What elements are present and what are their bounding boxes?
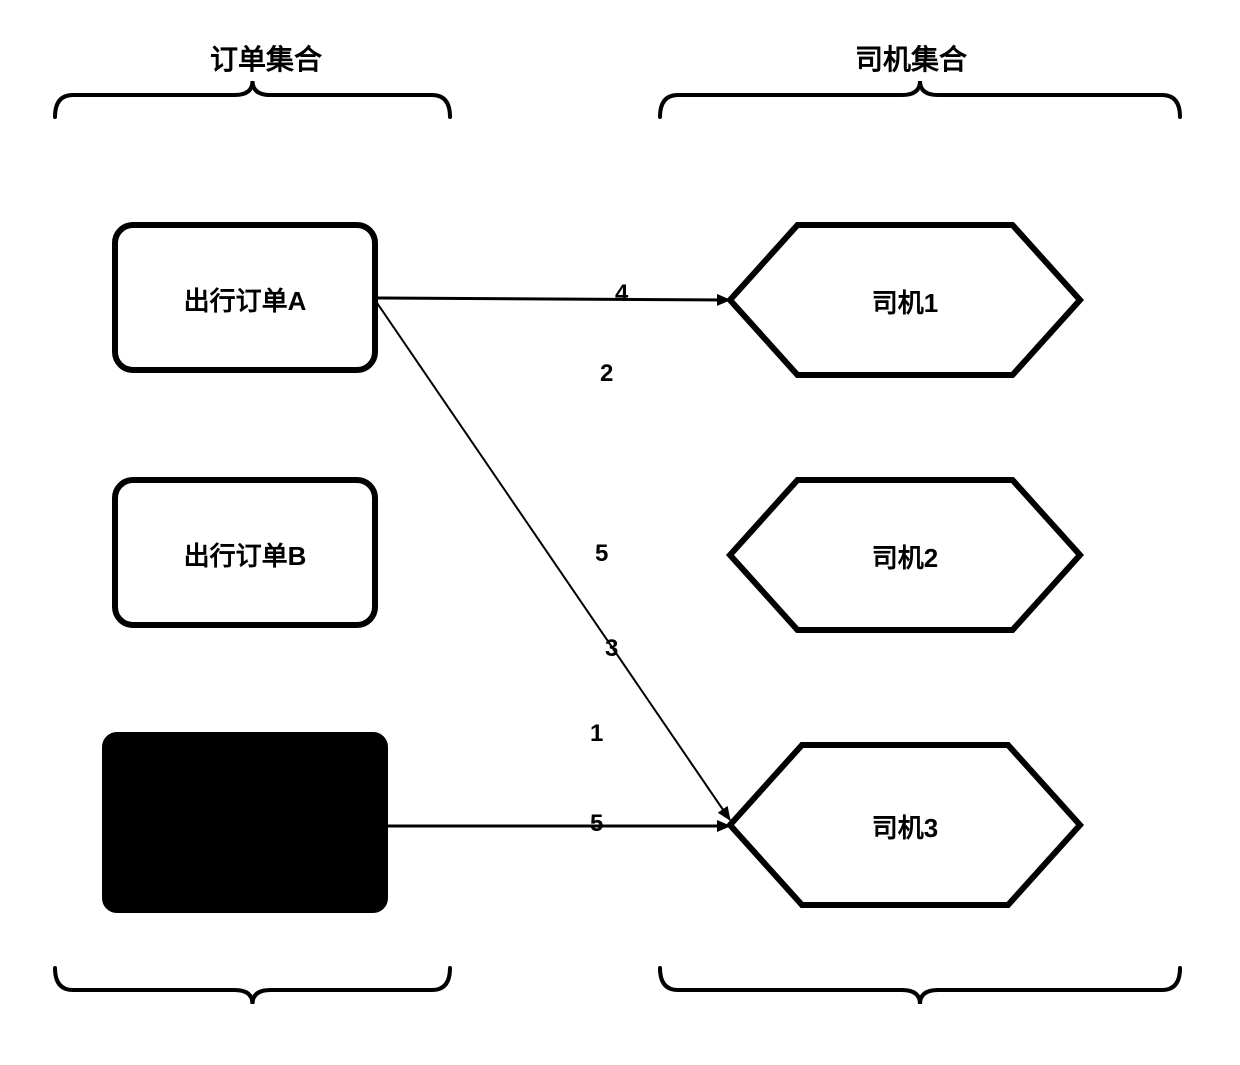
driver-3-label: 司机3 (730, 808, 1080, 845)
right-set-title: 司机集合 (855, 38, 967, 78)
driver-1-label: 司机1 (730, 283, 1080, 320)
order-b-label: 出行订单B (115, 536, 375, 573)
edge-label-1: 2 (600, 360, 613, 388)
edge-label-4: 1 (590, 720, 603, 748)
edge-label-2: 5 (595, 540, 608, 568)
diagram-svg (0, 0, 1240, 1065)
edge-label-5: 5 (590, 810, 603, 838)
driver-2-label: 司机2 (730, 538, 1080, 575)
edge-label-0: 4 (615, 280, 628, 308)
order-a-label: 出行订单A (115, 281, 375, 318)
edge-label-3: 3 (605, 635, 618, 663)
left-set-title: 订单集合 (210, 38, 322, 78)
